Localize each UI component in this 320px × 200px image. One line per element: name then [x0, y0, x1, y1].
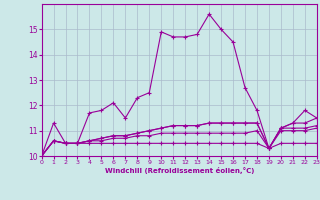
- X-axis label: Windchill (Refroidissement éolien,°C): Windchill (Refroidissement éolien,°C): [105, 167, 254, 174]
